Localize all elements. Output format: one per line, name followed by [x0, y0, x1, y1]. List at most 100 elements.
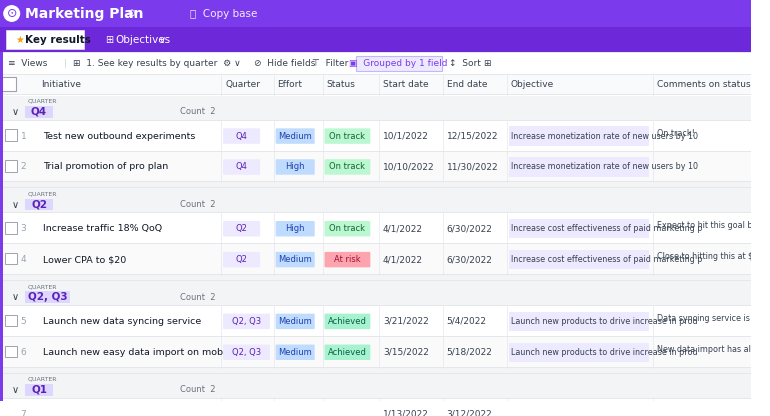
- Bar: [0, 181, 752, 182]
- FancyBboxPatch shape: [276, 129, 315, 144]
- Text: High: High: [286, 163, 305, 171]
- Text: Launch new brand to position Ascalon as the p: Launch new brand to position Ascalon as …: [511, 409, 699, 416]
- Bar: [0, 373, 752, 374]
- Text: Missed: Missed: [333, 409, 362, 416]
- Bar: [0, 187, 752, 188]
- Bar: [0, 245, 3, 274]
- Bar: [0, 399, 3, 416]
- FancyBboxPatch shape: [324, 252, 370, 267]
- Bar: [25, 199, 52, 210]
- FancyBboxPatch shape: [276, 252, 315, 267]
- Bar: [508, 343, 649, 362]
- Bar: [2, 77, 15, 91]
- FancyBboxPatch shape: [324, 344, 370, 360]
- Text: On track: On track: [330, 131, 366, 141]
- Text: ⚙: ⚙: [127, 8, 137, 18]
- Text: Count  2: Count 2: [180, 107, 216, 116]
- Text: ⊙: ⊙: [6, 7, 17, 20]
- Bar: [5, 253, 17, 265]
- Bar: [0, 374, 752, 399]
- Text: 5: 5: [21, 317, 26, 326]
- Text: ∨: ∨: [12, 292, 19, 302]
- Bar: [0, 274, 752, 275]
- Bar: [0, 367, 752, 368]
- FancyBboxPatch shape: [276, 406, 315, 416]
- Text: 5/4/2022: 5/4/2022: [447, 317, 487, 326]
- Bar: [0, 243, 752, 244]
- Text: 3: 3: [21, 224, 26, 233]
- Text: 4/1/2022: 4/1/2022: [383, 224, 423, 233]
- Bar: [0, 0, 752, 27]
- Bar: [0, 307, 3, 336]
- Text: ↕  Sort: ↕ Sort: [449, 59, 480, 68]
- Text: Launch new products to drive increase in prod: Launch new products to drive increase in…: [511, 348, 698, 357]
- Text: Increase cost effectiveness of paid marketing p: Increase cost effectiveness of paid mark…: [511, 255, 703, 264]
- Text: 7: 7: [21, 409, 26, 416]
- Text: ∨: ∨: [12, 385, 19, 395]
- Text: QUARTER: QUARTER: [27, 99, 57, 104]
- Bar: [0, 305, 752, 306]
- Text: Trial promotion of pro plan: Trial promotion of pro plan: [43, 163, 168, 171]
- Text: Status: Status: [326, 80, 355, 89]
- Bar: [5, 222, 17, 233]
- Text: ∨: ∨: [12, 200, 19, 210]
- Text: Increase cost effectiveness of paid marketing p: Increase cost effectiveness of paid mark…: [511, 224, 703, 233]
- Text: ⊞  1. See key results by quarter  ⚙ ∨: ⊞ 1. See key results by quarter ⚙ ∨: [73, 59, 241, 68]
- Text: Increase traffic 18% QoQ: Increase traffic 18% QoQ: [43, 224, 162, 233]
- Bar: [0, 213, 752, 244]
- Bar: [5, 346, 17, 357]
- Text: 3/15/2022: 3/15/2022: [383, 348, 429, 357]
- Text: Launch new data syncing service: Launch new data syncing service: [43, 317, 201, 326]
- Bar: [356, 56, 442, 72]
- Text: On track: On track: [330, 163, 366, 171]
- Bar: [0, 368, 752, 374]
- Bar: [5, 129, 17, 141]
- Bar: [0, 306, 752, 337]
- Text: ∨: ∨: [159, 35, 166, 45]
- Text: Comments on status: Comments on status: [657, 80, 751, 89]
- Bar: [0, 52, 3, 401]
- Text: Medium: Medium: [278, 317, 312, 326]
- Bar: [0, 212, 752, 213]
- Bar: [508, 312, 649, 331]
- FancyBboxPatch shape: [276, 344, 315, 360]
- Text: Objective: Objective: [511, 80, 554, 89]
- Bar: [508, 219, 649, 238]
- Bar: [0, 336, 752, 337]
- Text: Count  2: Count 2: [180, 385, 216, 394]
- Bar: [508, 250, 649, 269]
- Text: Q4: Q4: [236, 131, 247, 141]
- Text: Q2, Q3: Q2, Q3: [232, 317, 261, 326]
- Text: Expect to hit this goal by EOQ, currentl: Expect to hit this goal by EOQ, currentl: [657, 221, 770, 230]
- Text: Medium: Medium: [278, 348, 312, 357]
- Bar: [25, 106, 52, 118]
- Bar: [0, 121, 3, 151]
- Text: Count  2: Count 2: [180, 293, 216, 302]
- Text: On track: On track: [330, 224, 366, 233]
- Text: 3/21/2022: 3/21/2022: [383, 317, 429, 326]
- Bar: [0, 27, 752, 52]
- Bar: [0, 280, 752, 281]
- FancyBboxPatch shape: [223, 159, 260, 175]
- Text: Start date: Start date: [383, 80, 428, 89]
- Text: 2: 2: [21, 163, 26, 171]
- Text: QUARTER: QUARTER: [27, 377, 57, 382]
- FancyBboxPatch shape: [223, 344, 270, 360]
- Text: 12/15/2022: 12/15/2022: [447, 131, 498, 141]
- Bar: [0, 214, 3, 243]
- Text: High: High: [286, 224, 305, 233]
- FancyBboxPatch shape: [276, 159, 315, 175]
- Text: Missed due to delay in ...: Missed due to delay in ...: [657, 407, 757, 416]
- Text: Achieved: Achieved: [328, 317, 367, 326]
- Text: Data syncing service is attributing a 13: Data syncing service is attributing a 13: [657, 314, 770, 323]
- Text: Quarter: Quarter: [225, 80, 260, 89]
- Text: Effort: Effort: [278, 80, 303, 89]
- Text: 1/13/2022: 1/13/2022: [383, 409, 429, 416]
- Bar: [508, 157, 649, 177]
- Bar: [508, 126, 649, 146]
- Text: Launch new easy data import on mobile: Launch new easy data import on mobile: [43, 348, 234, 357]
- FancyBboxPatch shape: [324, 129, 370, 144]
- Text: New data import has allowed us to increa: New data import has allowed us to increa: [657, 345, 770, 354]
- Text: Q1: Q1: [236, 409, 247, 416]
- Text: Achieved: Achieved: [328, 348, 367, 357]
